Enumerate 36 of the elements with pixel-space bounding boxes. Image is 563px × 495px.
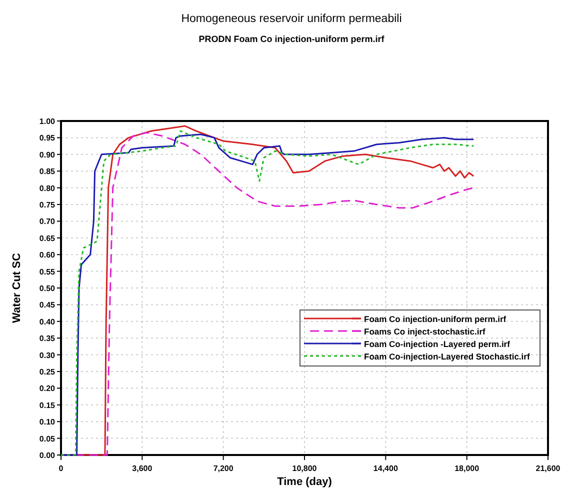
y-tick-label: 0.85 xyxy=(39,167,56,176)
y-tick-label: 0.55 xyxy=(39,267,56,276)
y-tick-label: 0.75 xyxy=(39,200,56,210)
y-tick-label: 0.05 xyxy=(39,434,56,444)
y-tick-label: 0.45 xyxy=(39,300,56,310)
x-tick-label: 10,800 xyxy=(292,464,318,473)
y-tick-label: 0.95 xyxy=(39,134,56,143)
y-axis-title: Water Cut SC xyxy=(11,253,23,323)
y-tick-label: 0.90 xyxy=(39,150,56,160)
y-tick-label: 0.60 xyxy=(39,250,56,260)
y-tick-label: 0.10 xyxy=(39,418,56,427)
x-axis-title: Time (day) xyxy=(277,476,332,488)
y-tick-label: 0.70 xyxy=(39,217,56,226)
x-tick-label: 14,400 xyxy=(373,464,398,473)
x-tick-label: 7,200 xyxy=(213,464,234,473)
x-tick-label: 3,600 xyxy=(132,464,153,473)
x-tick-label: 21,600 xyxy=(536,464,561,473)
legend-label: Foam Co-injection -Layered perm.irf xyxy=(364,339,510,349)
y-tick-label: 0.35 xyxy=(39,334,56,344)
y-tick-label: 0.65 xyxy=(39,234,56,243)
y-tick-label: 0.20 xyxy=(39,384,56,394)
chart-subtitle: PRODN Foam Co injection-uniform perm.irf xyxy=(198,34,386,44)
legend-label: Foam Co injection-uniform perm.irf xyxy=(364,314,506,324)
y-tick-label: 0.15 xyxy=(39,400,56,410)
y-tick-label: 0.00 xyxy=(39,451,56,460)
y-tick-label: 0.80 xyxy=(39,184,56,193)
y-tick-label: 0.25 xyxy=(39,368,56,376)
y-tick-label: 1.00 xyxy=(39,117,56,126)
y-tick-label: 0.50 xyxy=(39,284,56,293)
y-tick-label: 0.40 xyxy=(39,317,56,326)
y-tick-label: 0.30 xyxy=(39,350,56,360)
chart-title: Homogeneous reservoir uniform permeabili xyxy=(181,13,402,25)
legend-label: Foams Co inject-stochastic.irf xyxy=(364,326,486,336)
x-tick-label: 0 xyxy=(58,464,64,473)
x-tick-label: 18,000 xyxy=(454,464,480,473)
legend-label: Foam Co-injection-Layered Stochastic.irf xyxy=(364,352,530,362)
